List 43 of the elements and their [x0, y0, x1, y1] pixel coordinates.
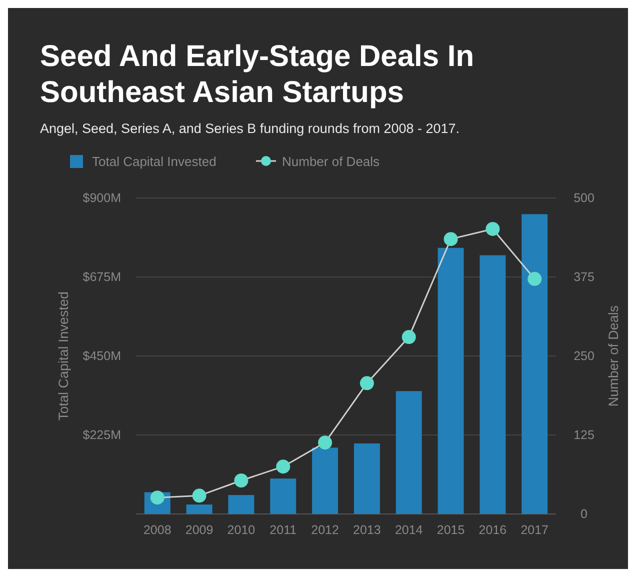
legend-label: Total Capital Invested	[92, 154, 216, 169]
x-tick-label: 2014	[394, 523, 423, 537]
x-tick-label: 2015	[436, 523, 465, 537]
bar	[312, 448, 338, 514]
bar	[228, 495, 254, 514]
legend-label: Number of Deals	[282, 154, 380, 169]
point	[234, 474, 248, 488]
bar	[354, 443, 380, 514]
bar	[522, 214, 548, 514]
point	[402, 330, 416, 344]
y2-tick-label: 0	[580, 507, 588, 521]
bar	[480, 255, 506, 514]
y-tick-label: $675M	[82, 270, 121, 284]
y2-tick-label: 500	[574, 191, 594, 205]
x-tick-label: 2010	[227, 523, 256, 537]
chart-title: Seed And Early-Stage Deals In Southeast Asian Startups	[40, 40, 474, 109]
chart-subtitle: Angel, Seed, Series A, and Series B funding rounds from 2008 - 2017.	[40, 121, 460, 136]
y2-tick-label: 125	[574, 428, 594, 442]
point	[192, 488, 206, 503]
point	[318, 436, 332, 450]
point	[444, 232, 458, 246]
point	[360, 376, 374, 390]
point	[486, 222, 500, 236]
y-tick-label: $900M	[82, 191, 121, 205]
bar	[186, 504, 212, 514]
bar	[438, 248, 464, 514]
x-tick-label: 2016	[478, 523, 507, 537]
x-tick-label: 2009	[185, 523, 214, 537]
y-tick-label: $450M	[82, 349, 121, 363]
y2-axis-title: Number of Deals	[606, 305, 621, 407]
bar	[270, 478, 296, 514]
point	[276, 460, 290, 474]
x-tick-label: 2013	[353, 523, 381, 537]
x-tick-label: 2011	[270, 523, 297, 537]
x-tick-label: 2017	[520, 523, 549, 537]
y2-tick-label: 375	[574, 270, 594, 284]
x-tick-label: 2012	[311, 523, 339, 537]
y-tick-label: $225M	[82, 428, 121, 442]
bar	[396, 391, 422, 514]
point	[528, 272, 542, 286]
y2-tick-label: 250	[574, 349, 594, 363]
y-axis-title: Total Capital Invested	[56, 291, 71, 421]
x-tick-label: 2008	[143, 523, 172, 537]
